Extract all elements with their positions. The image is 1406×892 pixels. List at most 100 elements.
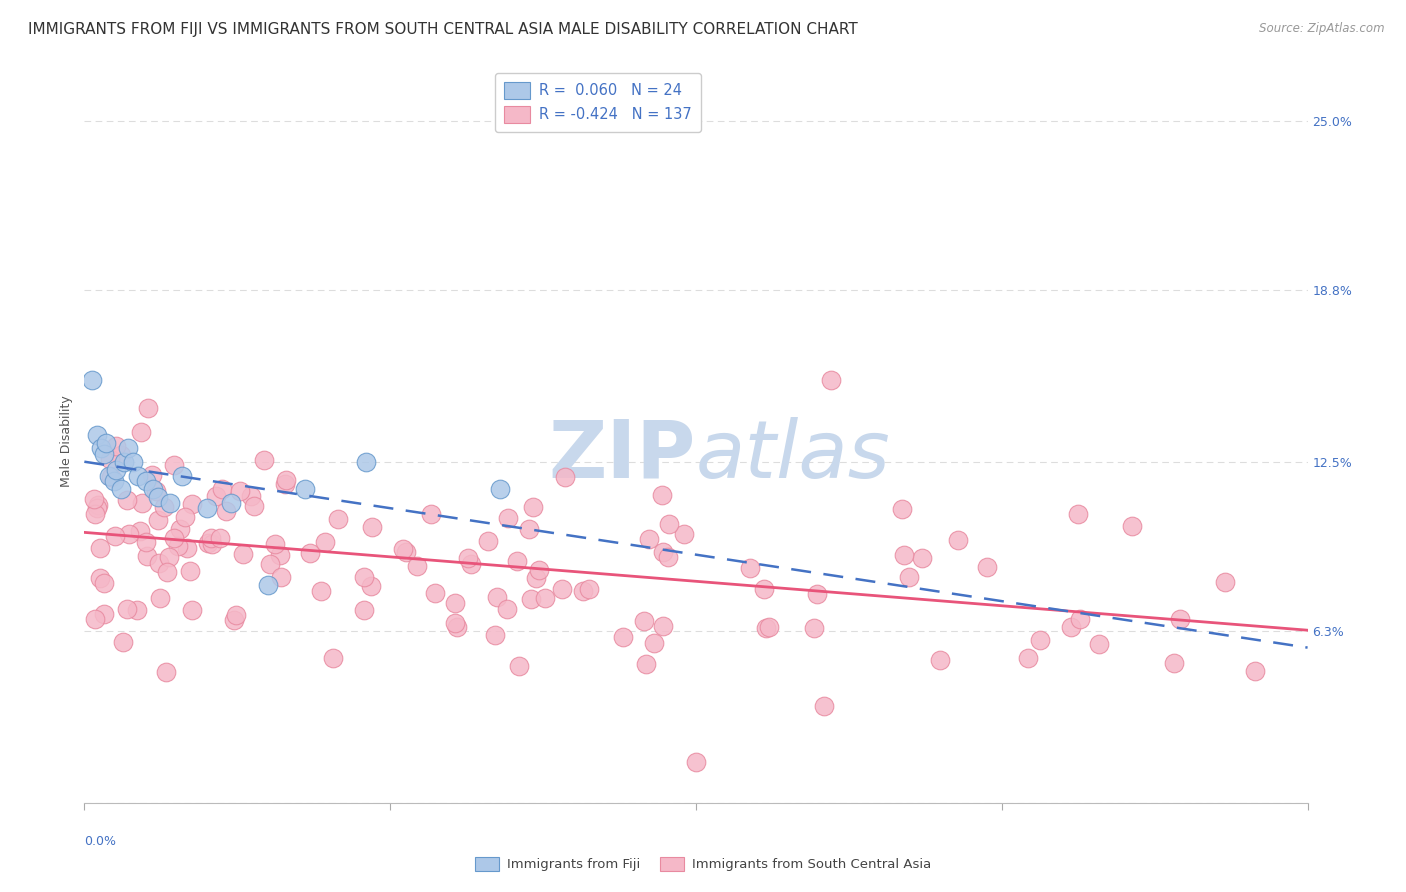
Point <box>200 532 222 546</box>
Point <box>208 532 231 546</box>
Point <box>105 439 128 453</box>
Text: 0.0%: 0.0% <box>84 835 117 848</box>
Point <box>97 468 120 483</box>
Point <box>1088 637 1111 651</box>
Point <box>103 474 125 488</box>
Point <box>96 436 118 450</box>
Point <box>149 591 172 606</box>
Point <box>506 554 529 568</box>
Point <box>578 582 600 596</box>
Point <box>477 534 499 549</box>
Point <box>197 536 219 550</box>
Point <box>195 501 218 516</box>
Point <box>269 548 291 562</box>
Point <box>98 451 121 466</box>
Point <box>633 614 655 628</box>
Point <box>929 653 952 667</box>
Point <box>229 483 252 498</box>
Point <box>527 563 550 577</box>
Point <box>636 657 658 672</box>
Text: ZIP: ZIP <box>548 417 696 495</box>
Point <box>651 545 673 559</box>
Point <box>180 603 202 617</box>
Point <box>240 489 263 503</box>
Point <box>145 484 167 499</box>
Point <box>173 510 195 524</box>
Point <box>148 556 170 570</box>
Point <box>517 522 540 536</box>
Point <box>354 455 377 469</box>
Point <box>243 499 266 513</box>
Point <box>638 532 661 546</box>
Point <box>219 496 242 510</box>
Point <box>820 373 842 387</box>
Point <box>554 470 576 484</box>
Point <box>457 550 479 565</box>
Point <box>89 571 111 585</box>
Point <box>135 474 157 488</box>
Point <box>813 699 835 714</box>
Point <box>520 592 543 607</box>
Point <box>806 587 828 601</box>
Point <box>522 500 544 515</box>
Point <box>444 615 467 630</box>
Point <box>163 458 186 473</box>
Point <box>172 468 194 483</box>
Point <box>205 489 228 503</box>
Point <box>353 570 375 584</box>
Point <box>508 659 530 673</box>
Point <box>157 549 180 564</box>
Point <box>294 482 316 496</box>
Point <box>484 628 506 642</box>
Point <box>128 524 150 539</box>
Point <box>893 548 915 562</box>
Point <box>93 576 115 591</box>
Legend: Immigrants from Fiji, Immigrants from South Central Asia: Immigrants from Fiji, Immigrants from So… <box>470 852 936 877</box>
Point <box>253 453 276 467</box>
Point <box>533 591 555 605</box>
Point <box>257 577 280 591</box>
Point <box>1244 664 1267 678</box>
Point <box>84 507 107 521</box>
Point <box>1029 633 1052 648</box>
Point <box>551 582 574 597</box>
Point <box>1168 612 1191 626</box>
Point <box>270 570 292 584</box>
Point <box>651 487 673 501</box>
Point <box>740 561 762 575</box>
Point <box>122 455 145 469</box>
Point <box>1059 620 1081 634</box>
Point <box>127 468 149 483</box>
Point <box>86 500 108 515</box>
Point <box>444 596 467 610</box>
Point <box>93 447 115 461</box>
Point <box>976 559 998 574</box>
Point <box>112 455 135 469</box>
Point <box>163 531 186 545</box>
Point <box>117 442 139 456</box>
Point <box>395 545 418 559</box>
Point <box>146 491 169 505</box>
Point <box>156 565 179 579</box>
Point <box>1017 651 1039 665</box>
Point <box>155 665 177 680</box>
Point <box>141 467 163 482</box>
Point <box>100 470 122 484</box>
Point <box>148 512 170 526</box>
Point <box>496 510 519 524</box>
Point <box>685 755 707 769</box>
Point <box>115 601 138 615</box>
Point <box>652 619 675 633</box>
Point <box>103 529 125 543</box>
Point <box>1121 519 1143 533</box>
Point <box>911 551 934 566</box>
Point <box>215 504 238 518</box>
Point <box>118 526 141 541</box>
Point <box>179 564 201 578</box>
Point <box>136 401 159 415</box>
Point <box>1215 574 1237 589</box>
Point <box>485 590 508 604</box>
Point <box>264 536 287 550</box>
Point <box>276 473 298 487</box>
Point <box>360 579 382 593</box>
